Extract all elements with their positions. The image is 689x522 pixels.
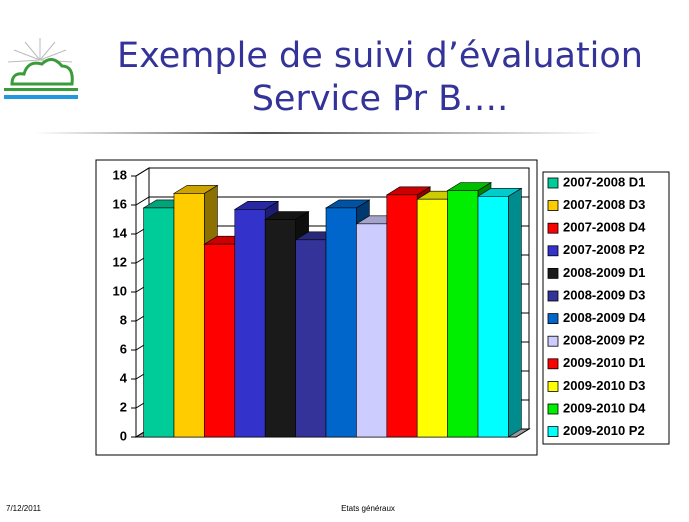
legend (542, 171, 670, 445)
bar (264, 219, 296, 438)
legend-swatch (547, 335, 559, 347)
legend-label: 2008-2009 P2 (563, 333, 645, 348)
y-tick-label: 16 (113, 196, 127, 211)
bar (204, 243, 236, 438)
y-tick-label: 4 (120, 370, 128, 385)
legend-swatch (547, 177, 559, 189)
y-tick-label: 12 (113, 254, 127, 269)
bar (143, 207, 175, 438)
y-tick-label: 6 (120, 341, 127, 356)
bar (325, 207, 357, 438)
legend-swatch (547, 267, 559, 279)
bar-side (508, 187, 522, 438)
y-tick-label: 18 (113, 167, 127, 182)
bar (416, 198, 448, 438)
legend-swatch (547, 426, 559, 438)
bar (356, 223, 388, 438)
legend-label: 2009-2010 D1 (563, 355, 645, 370)
y-tick-label: 0 (120, 428, 127, 443)
legend-label: 2009-2010 P2 (563, 423, 645, 438)
bar (295, 239, 327, 438)
y-tick-label: 8 (120, 312, 127, 327)
legend-label: 2009-2010 D4 (563, 400, 646, 415)
legend-label: 2007-2008 D4 (563, 220, 646, 235)
title-rule (35, 132, 605, 134)
bar (234, 209, 266, 438)
legend-label: 2008-2009 D1 (563, 265, 645, 280)
legend-swatch (547, 245, 559, 257)
bar (477, 196, 509, 438)
legend-label: 2007-2008 D3 (563, 197, 645, 212)
legend-swatch (547, 290, 559, 302)
legend-label: 2009-2010 D3 (563, 378, 645, 393)
footer-date: 7/12/2011 (6, 504, 42, 513)
legend-swatch (547, 313, 559, 325)
bar (447, 190, 479, 438)
legend-swatch (547, 200, 559, 212)
legend-swatch (547, 358, 559, 370)
y-tick-label: 2 (120, 399, 127, 414)
legend-label: 2008-2009 D3 (563, 287, 645, 302)
grid-line (135, 167, 529, 177)
y-tick-label: 14 (113, 225, 128, 240)
slide-title: Service Pr B…. (252, 79, 509, 119)
legend-label: 2007-2008 P2 (563, 242, 645, 257)
legend-label: 2008-2009 D4 (563, 310, 646, 325)
footer-text: Etats généraux (341, 504, 395, 513)
bar (386, 194, 418, 438)
logo (4, 38, 78, 99)
legend-swatch (547, 222, 559, 234)
slide-title: Exemple de suivi d’évaluation (117, 36, 643, 76)
legend-swatch (547, 403, 559, 415)
legend-swatch (547, 380, 559, 392)
bar (173, 193, 205, 438)
legend-label: 2007-2008 D1 (563, 174, 645, 189)
y-tick-label: 10 (113, 283, 127, 298)
